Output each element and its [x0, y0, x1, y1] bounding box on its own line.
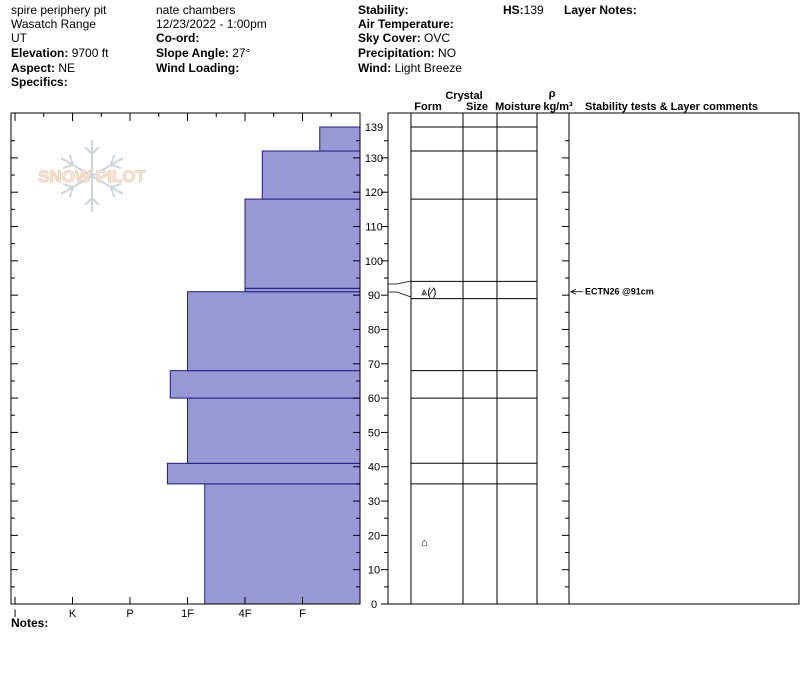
comments-header: Stability tests & Layer comments: [585, 101, 758, 113]
wind-loading-label: Wind Loading:: [156, 61, 240, 75]
hardness-bars: [166, 126, 361, 605]
coord-label: Co-ord:: [156, 31, 200, 45]
y-tick-label: 90: [368, 290, 380, 302]
elevation-label: Elevation:: [11, 46, 69, 60]
rho-header: ρ: [549, 88, 556, 100]
y-tick-label: 130: [365, 153, 383, 165]
y-tick-label: 100: [365, 256, 383, 268]
y-tick-label: 110: [365, 222, 383, 234]
stability-label: Stability:: [358, 3, 409, 17]
density-unit-header: kg/m³: [543, 101, 573, 113]
range-name: Wasatch Range: [11, 17, 96, 31]
hardness-bar-2: [187, 397, 361, 464]
y-tick-label: 60: [368, 393, 380, 405]
aspect-label: Aspect:: [11, 61, 56, 75]
snowpilot-watermark: SNOW PILOT: [38, 140, 147, 212]
wind-value: Light Breeze: [394, 61, 462, 75]
hardness-axis: I K P 1F 4F F: [13, 113, 361, 620]
layer-connector-top: [388, 280, 412, 285]
y-tick-label: 20: [368, 530, 380, 542]
depth-axis: 0 10 20 30 40 50 60 70 80 90 100 110 120 130 139: [11, 122, 569, 611]
layer-table-frame: [387, 112, 800, 605]
slope-angle: Slope Angle: 27°: [156, 46, 250, 60]
y-tick-label: 139: [365, 122, 383, 134]
x-tick-label: 1F: [181, 608, 194, 620]
elevation: Elevation: 9700 ft: [11, 46, 108, 60]
y-tick-label: 50: [368, 427, 380, 439]
x-tick-label: 4F: [239, 608, 252, 620]
crystal-header: Crystal: [445, 90, 482, 102]
wind: Wind: Light Breeze: [358, 61, 462, 75]
hardness-bar-0: [204, 483, 361, 605]
observer: nate chambers: [156, 3, 236, 17]
state: UT: [11, 31, 27, 45]
hs: HS:139: [503, 3, 544, 17]
hardness-bar-1: [166, 462, 361, 485]
hardness-bar-5: [244, 287, 361, 293]
hs-value: 139: [523, 3, 544, 17]
pit-name: spire periphery pit: [11, 3, 107, 17]
snowpilot-logo-text: SNOW PILOT: [38, 167, 146, 186]
y-tick-label: 30: [368, 496, 380, 508]
hardness-bar-6: [244, 198, 361, 289]
notes-label: Notes:: [11, 616, 49, 630]
layer-notes-label: Layer Notes:: [564, 3, 637, 17]
slope-label: Slope Angle:: [156, 46, 229, 60]
air-temp-label: Air Temperature:: [358, 17, 454, 31]
aspect: Aspect: NE: [11, 61, 75, 75]
hs-label: HS:: [503, 3, 524, 17]
hardness-plot-frame: [10, 112, 361, 605]
hardness-bar-7: [261, 150, 361, 200]
layer-connector-bottom: [388, 291, 412, 298]
y-tick-label: 80: [368, 324, 380, 336]
precip-label: Precipitation:: [358, 46, 435, 60]
form-header: Form: [414, 101, 442, 113]
grain-form-symbol: ⩓(⁄): [421, 287, 436, 299]
moisture-header: Moisture: [495, 101, 541, 113]
sky-value: OVC: [424, 31, 451, 45]
sky-label: Sky Cover:: [358, 31, 421, 45]
x-tick-label: K: [69, 608, 77, 620]
layer-boundaries: [411, 126, 537, 485]
sky-cover: Sky Cover: OVC: [358, 31, 450, 45]
snowflake-icon: [60, 140, 124, 212]
y-tick-label: 120: [365, 187, 383, 199]
stability-test-arrowhead: [570, 288, 577, 295]
elevation-value: 9700 ft: [71, 46, 109, 60]
size-header: Size: [466, 101, 488, 113]
y-tick-label: 40: [368, 462, 380, 474]
layer-annotations: ⩓(⁄) ⌂ ECTN26 @91cm: [421, 287, 654, 550]
x-tick-label: F: [299, 608, 306, 620]
hardness-bar-3: [169, 370, 361, 399]
x-tick-label: P: [126, 608, 133, 620]
hardness-bar-8: [319, 126, 361, 152]
y-tick-label: 10: [368, 565, 380, 577]
specifics-label: Specifics:: [11, 75, 68, 89]
y-tick-label: 0: [371, 599, 377, 611]
x-tick-label: I: [13, 608, 16, 620]
slope-value: 27°: [232, 46, 251, 60]
aspect-value: NE: [58, 61, 76, 75]
wind-label: Wind:: [358, 61, 392, 75]
precip-value: NO: [438, 46, 457, 60]
datetime: 12/23/2022 - 1:00pm: [156, 17, 267, 31]
stability-test-label: ECTN26 @91cm: [585, 287, 654, 297]
grain-form-symbol: ⌂: [421, 537, 428, 549]
y-tick-label: 70: [368, 359, 380, 371]
hardness-bar-4: [187, 291, 361, 372]
precipitation: Precipitation: NO: [358, 46, 456, 60]
